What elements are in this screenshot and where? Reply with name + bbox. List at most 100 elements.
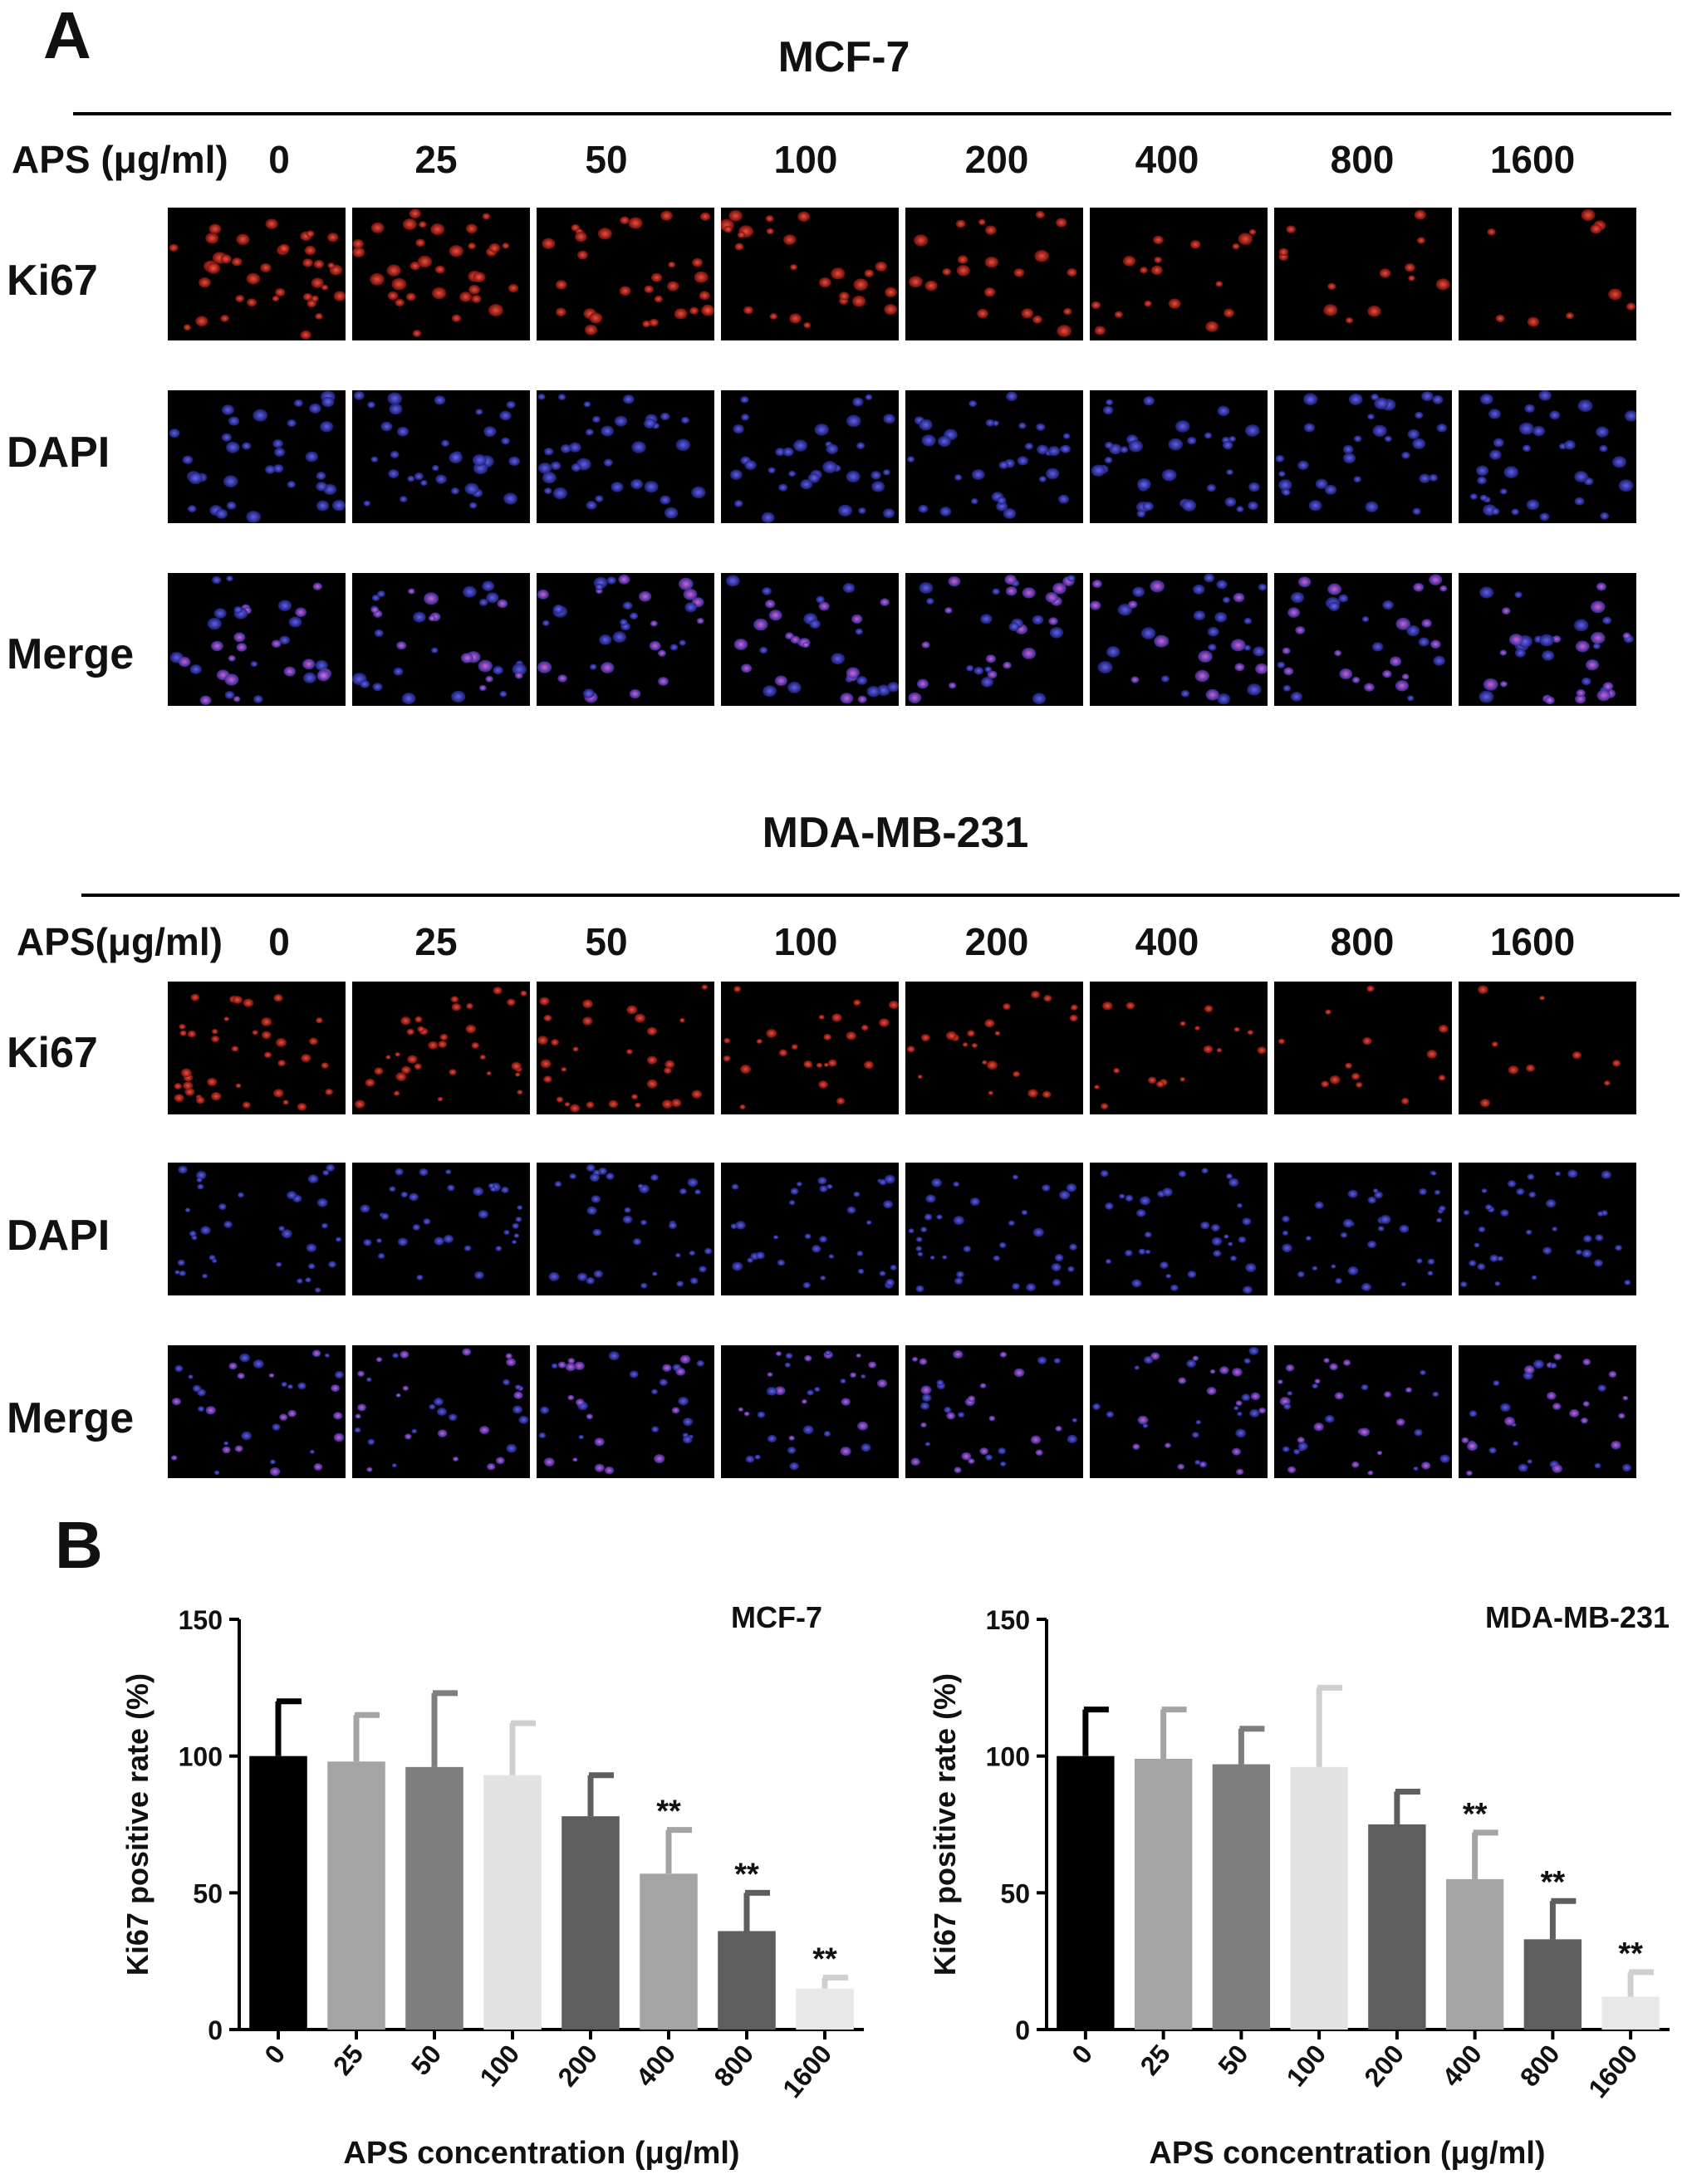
mcf7-bar-200 <box>562 1816 620 2030</box>
mdamb231-micrograph-merge-400 <box>1090 1345 1268 1478</box>
mdamb231-chart-title: MDA-MB-231 <box>1485 1600 1670 1634</box>
mdamb231-micrograph-grid <box>168 982 1636 1478</box>
mdamb231-bar-chart: 0 50 100 150 Ki67 positive rate (%) MDA-MB-23… <box>928 1600 1670 2171</box>
mdamb231-y-axis-label: Ki67 positive rate (%) <box>928 1673 962 1976</box>
mcf7-row-label-merge: Merge <box>7 630 134 678</box>
mcf7-micrograph-merge-200 <box>905 573 1083 706</box>
mcf7-row-label-dapi: DAPI <box>7 428 110 477</box>
mdamb231-micrograph-dapi-100 <box>721 1163 899 1295</box>
mcf7-micrograph-ki67-100 <box>721 208 899 340</box>
mdamb231-x-tick-label-0: 0 <box>1066 2039 1098 2069</box>
mdamb231-row-labels: Ki67 DAPI Merge <box>7 1029 134 1442</box>
mcf7-x-tick-label-200: 200 <box>552 2039 603 2092</box>
mcf7-conc-label-400: 400 <box>1135 138 1199 181</box>
mcf7-bar-400 <box>640 1873 698 2030</box>
mcf7-micrograph-ki67-800 <box>1274 208 1452 340</box>
mcf7-y-tick-label-50: 50 <box>193 1878 223 1908</box>
mcf7-x-tick-label-50: 50 <box>405 2039 447 2080</box>
panel-b-label: B <box>55 1508 103 1582</box>
mdamb231-bar-1600 <box>1601 1996 1660 2030</box>
panel-a: A MCF-7 APS (μg/ml) 0 25 50 100 200 400 800 160… <box>7 0 1680 1478</box>
mdamb231-micrograph-merge-800 <box>1274 1345 1452 1478</box>
mcf7-micrograph-section: MCF-7 APS (μg/ml) 0 25 50 100 200 400 800 1600 … <box>7 33 1671 706</box>
mdamb231-micrograph-ki67-400 <box>1090 982 1268 1114</box>
mdamb231-conc-label-400: 400 <box>1135 920 1199 963</box>
mdamb231-micrograph-dapi-0 <box>168 1163 346 1295</box>
mcf7-y-axis-label: Ki67 positive rate (%) <box>120 1673 154 1976</box>
mcf7-row-labels: Ki67 DAPI Merge <box>7 257 134 678</box>
mcf7-chart-title: MCF-7 <box>731 1600 822 1634</box>
mcf7-x-tick-label-800: 800 <box>708 2039 759 2092</box>
mdamb231-y-tick-label-50: 50 <box>1000 1878 1030 1908</box>
mcf7-micrograph-merge-1600 <box>1459 573 1636 706</box>
mcf7-micrograph-dapi-400 <box>1090 390 1268 523</box>
mdamb231-micrograph-merge-100 <box>721 1345 899 1478</box>
mdamb231-x-tick-label-400: 400 <box>1436 2039 1488 2092</box>
panel-b: B 0 50 100 150 Ki67 positive rate (%) MCF-7 0 2… <box>55 1508 1670 2171</box>
mdamb231-y-tick-label-0: 0 <box>1015 2015 1030 2045</box>
mdamb231-micrograph-ki67-800 <box>1274 982 1452 1114</box>
mdamb231-aps-label: APS(μg/ml) <box>17 920 223 963</box>
mdamb231-x-tick-label-200: 200 <box>1358 2039 1410 2092</box>
mcf7-micrograph-dapi-25 <box>352 390 530 523</box>
mdamb231-bar-50 <box>1212 1764 1271 2030</box>
mcf7-bar-50 <box>405 1766 463 2030</box>
mcf7-x-tick-label-25: 25 <box>327 2039 369 2080</box>
mdamb231-bar-200 <box>1368 1824 1426 2030</box>
mdamb231-significance-800: ** <box>1541 1865 1566 1900</box>
mcf7-section-title: MCF-7 <box>778 33 910 81</box>
mcf7-conc-label-1600: 1600 <box>1490 138 1575 181</box>
mcf7-x-tick-label-1600: 1600 <box>777 2039 837 2103</box>
mdamb231-concentration-labels: 0 25 50 100 200 400 800 1600 <box>268 920 1575 963</box>
mdamb231-significance-400: ** <box>1463 1797 1488 1832</box>
mcf7-bar-25 <box>327 1761 385 2030</box>
mdamb231-conc-label-50: 50 <box>585 920 627 963</box>
mcf7-bar-800 <box>718 1931 776 2030</box>
mdamb231-x-tick-label-1600: 1600 <box>1582 2039 1643 2103</box>
mcf7-micrograph-ki67-25 <box>352 208 530 340</box>
mdamb231-conc-label-100: 100 <box>774 920 838 963</box>
mdamb231-significance-1600: ** <box>1618 1937 1643 1971</box>
mdamb231-bar-400 <box>1445 1878 1504 2030</box>
mcf7-micrograph-merge-50 <box>537 573 714 706</box>
mdamb231-micrograph-ki67-50 <box>537 982 714 1114</box>
mdamb231-micrograph-section: MDA-MB-231 APS(μg/ml) 0 25 50 100 200 400 800 1… <box>7 809 1680 1478</box>
mdamb231-micrograph-dapi-200 <box>905 1163 1083 1295</box>
mcf7-x-tick-label-0: 0 <box>258 2039 291 2069</box>
mdamb231-micrograph-dapi-400 <box>1090 1163 1268 1295</box>
mcf7-micrograph-dapi-1600 <box>1459 390 1636 523</box>
mcf7-significance-1600: ** <box>812 1942 837 1976</box>
mcf7-bar-100 <box>483 1775 542 2030</box>
mdamb231-row-label-merge: Merge <box>7 1394 134 1442</box>
mcf7-conc-label-25: 25 <box>414 138 457 181</box>
mdamb231-micrograph-merge-200 <box>905 1345 1083 1478</box>
mdamb231-micrograph-merge-50 <box>537 1345 714 1478</box>
mdamb231-y-tick-label-150: 150 <box>986 1605 1030 1635</box>
mcf7-micrograph-ki67-400 <box>1090 208 1268 340</box>
mcf7-row-label-ki67: Ki67 <box>7 257 98 305</box>
mdamb231-micrograph-dapi-800 <box>1274 1163 1452 1295</box>
mdamb231-micrograph-dapi-1600 <box>1459 1163 1636 1295</box>
mdamb231-conc-label-0: 0 <box>268 920 290 963</box>
mcf7-conc-label-100: 100 <box>774 138 838 181</box>
mdamb231-y-tick-label-100: 100 <box>986 1742 1030 1772</box>
mdamb231-bar-0 <box>1057 1756 1115 2030</box>
mdamb231-micrograph-dapi-50 <box>537 1163 714 1295</box>
mdamb231-bar-100 <box>1290 1766 1348 2030</box>
mcf7-y-tick-label-0: 0 <box>208 2015 223 2045</box>
mcf7-micrograph-ki67-50 <box>537 208 714 340</box>
mdamb231-micrograph-ki67-25 <box>352 982 530 1114</box>
mdamb231-conc-label-1600: 1600 <box>1490 920 1575 963</box>
mdamb231-x-tick-label-25: 25 <box>1135 2039 1176 2080</box>
mcf7-conc-label-50: 50 <box>585 138 627 181</box>
mcf7-micrograph-ki67-200 <box>905 208 1083 340</box>
mcf7-concentration-labels: 0 25 50 100 200 400 800 1600 <box>268 138 1575 181</box>
mcf7-y-tick-label-150: 150 <box>179 1605 223 1635</box>
mdamb231-row-label-ki67: Ki67 <box>7 1029 98 1077</box>
mcf7-y-tick-label-100: 100 <box>179 1742 223 1772</box>
mcf7-micrograph-ki67-1600 <box>1459 208 1636 340</box>
mcf7-micrograph-dapi-100 <box>721 390 899 523</box>
mcf7-micrograph-dapi-800 <box>1274 390 1452 523</box>
